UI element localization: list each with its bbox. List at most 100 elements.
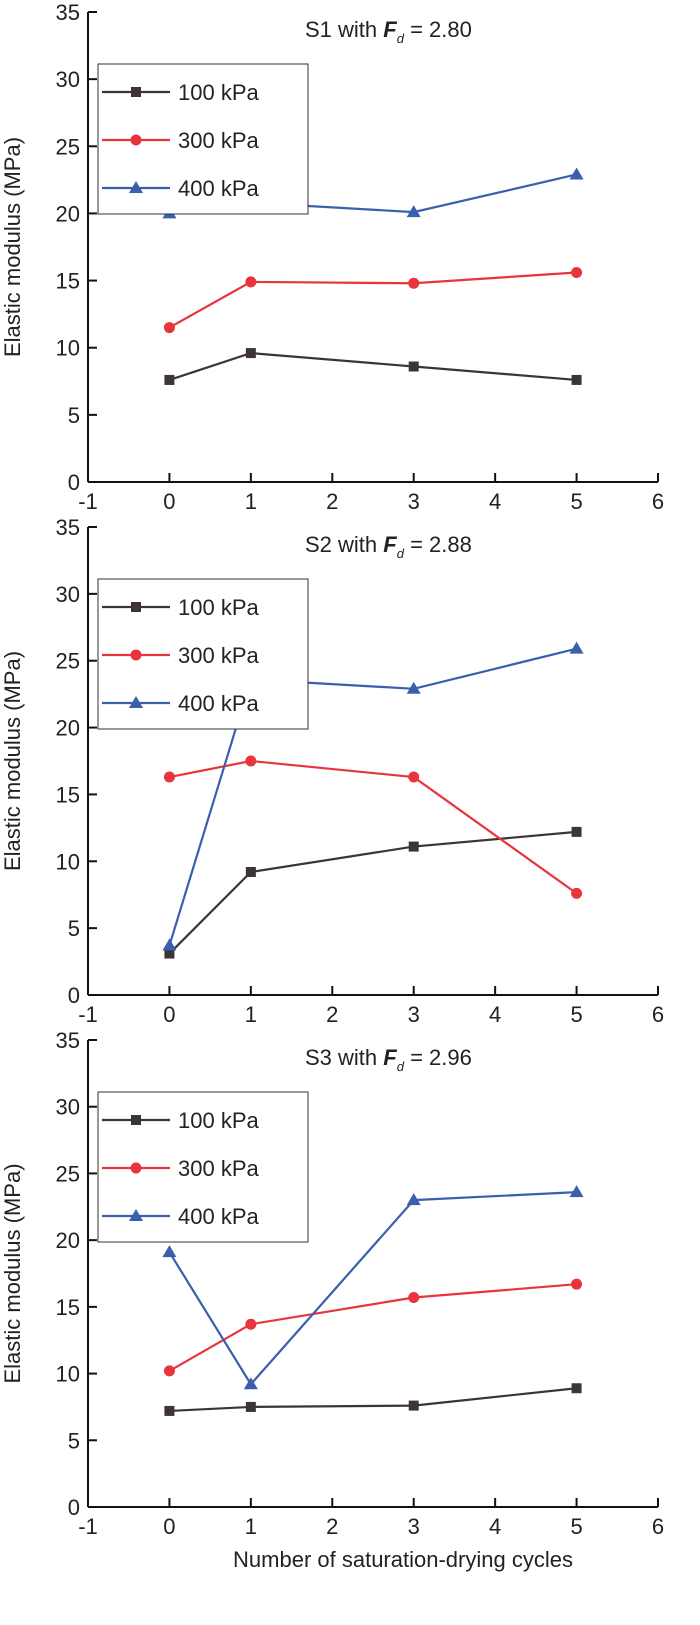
legend-label: 400 kPa [178, 176, 259, 201]
y-tick-label: 35 [56, 1028, 80, 1053]
x-tick-label: 4 [489, 1002, 501, 1027]
y-axis-label: Elastic modulus (MPa) [0, 1163, 25, 1383]
subplot-title: S1 with Fd = 2.80 [305, 17, 472, 46]
series-300-kPa [163, 1278, 583, 1377]
legend-marker [130, 134, 142, 146]
data-point [162, 1245, 177, 1258]
legend-label: 100 kPa [178, 80, 259, 105]
x-tick-label: -1 [78, 1002, 98, 1027]
legend-label: 300 kPa [178, 1156, 259, 1181]
legend-marker [129, 696, 143, 708]
title-prefix: S2 with [305, 532, 383, 557]
legend-marker [130, 1162, 142, 1174]
legend-marker [131, 602, 141, 612]
data-point [571, 1278, 583, 1290]
legend-label: 400 kPa [178, 1204, 259, 1229]
x-tick-label: 0 [163, 489, 175, 514]
y-axis-label: Elastic modulus (MPa) [0, 651, 25, 871]
x-tick-label: 3 [408, 1514, 420, 1539]
y-tick-label: 25 [56, 649, 80, 674]
data-point [245, 755, 257, 767]
title-subscript: d [397, 31, 405, 46]
x-tick-label: 2 [326, 1002, 338, 1027]
title-subscript: d [397, 546, 405, 561]
y-tick-label: 20 [56, 716, 80, 741]
data-point [571, 826, 582, 837]
data-point [163, 771, 175, 783]
y-tick-label: 10 [56, 849, 80, 874]
x-tick-label: 4 [489, 489, 501, 514]
y-tick-label: 15 [56, 782, 80, 807]
title-symbol: F [383, 17, 397, 42]
y-tick-label: 35 [56, 515, 80, 540]
y-axis-label: Elastic modulus (MPa) [0, 137, 25, 357]
y-tick-label: 35 [56, 0, 80, 25]
data-point [245, 866, 256, 877]
x-tick-label: 5 [570, 489, 582, 514]
data-point [406, 1193, 421, 1206]
data-point [571, 887, 583, 899]
y-tick-label: 10 [56, 336, 80, 361]
x-tick-label: 2 [326, 1514, 338, 1539]
data-point [408, 771, 420, 783]
legend-label: 300 kPa [178, 128, 259, 153]
legend-label: 400 kPa [178, 691, 259, 716]
x-tick-label: 4 [489, 1514, 501, 1539]
legend-label: 100 kPa [178, 595, 259, 620]
x-tick-label: -1 [78, 1514, 98, 1539]
y-tick-label: 10 [56, 1362, 80, 1387]
y-tick-label: 25 [56, 134, 80, 159]
title-subscript: d [397, 1059, 405, 1074]
data-point [245, 1401, 256, 1412]
data-point [569, 1185, 584, 1198]
title-prefix: S1 with [305, 17, 383, 42]
x-tick-label: 3 [408, 489, 420, 514]
data-point [243, 1377, 258, 1390]
y-tick-label: 25 [56, 1161, 80, 1186]
y-tick-label: 5 [68, 403, 80, 428]
y-tick-label: 0 [68, 470, 80, 495]
x-tick-label: 6 [652, 489, 664, 514]
legend-marker [131, 87, 141, 97]
data-point [571, 1383, 582, 1394]
title-value: = 2.80 [404, 17, 472, 42]
data-point [245, 1318, 257, 1330]
series-line [168, 271, 577, 329]
x-tick-label: 5 [570, 1002, 582, 1027]
legend: 100 kPa 300 kPa 400 kPa [97, 578, 309, 730]
title-symbol: F [383, 532, 397, 557]
x-tick-label: 1 [245, 1514, 257, 1539]
data-point [406, 205, 421, 218]
title-prefix: S3 with [305, 1045, 383, 1070]
subplot-title: S3 with Fd = 2.96 [305, 1045, 472, 1074]
data-point [408, 277, 420, 289]
series-line [168, 830, 577, 955]
data-point [408, 1292, 420, 1304]
data-point [571, 374, 582, 385]
data-point [162, 938, 177, 951]
series-100-kPa [164, 348, 582, 385]
series-300-kPa [163, 267, 583, 334]
legend: 100 kPa 300 kPa 400 kPa [97, 1091, 309, 1243]
series-line [169, 1387, 577, 1413]
y-tick-label: 15 [56, 269, 80, 294]
data-point [164, 1405, 175, 1416]
y-tick-label: 5 [68, 1428, 80, 1453]
data-point [408, 1400, 419, 1411]
data-point [408, 841, 419, 852]
legend: 100 kPa 300 kPa 400 kPa [97, 63, 309, 215]
x-tick-label: 1 [245, 489, 257, 514]
legend-marker [131, 1115, 141, 1125]
series-line [169, 351, 577, 382]
title-value: = 2.88 [404, 532, 472, 557]
legend-label: 100 kPa [178, 1108, 259, 1133]
data-point [571, 267, 583, 279]
data-point [569, 641, 584, 654]
data-point [408, 361, 419, 372]
series-400-kPa [162, 1185, 584, 1390]
x-tick-label: -1 [78, 489, 98, 514]
y-tick-label: 0 [68, 1495, 80, 1520]
series-line [168, 1283, 577, 1372]
